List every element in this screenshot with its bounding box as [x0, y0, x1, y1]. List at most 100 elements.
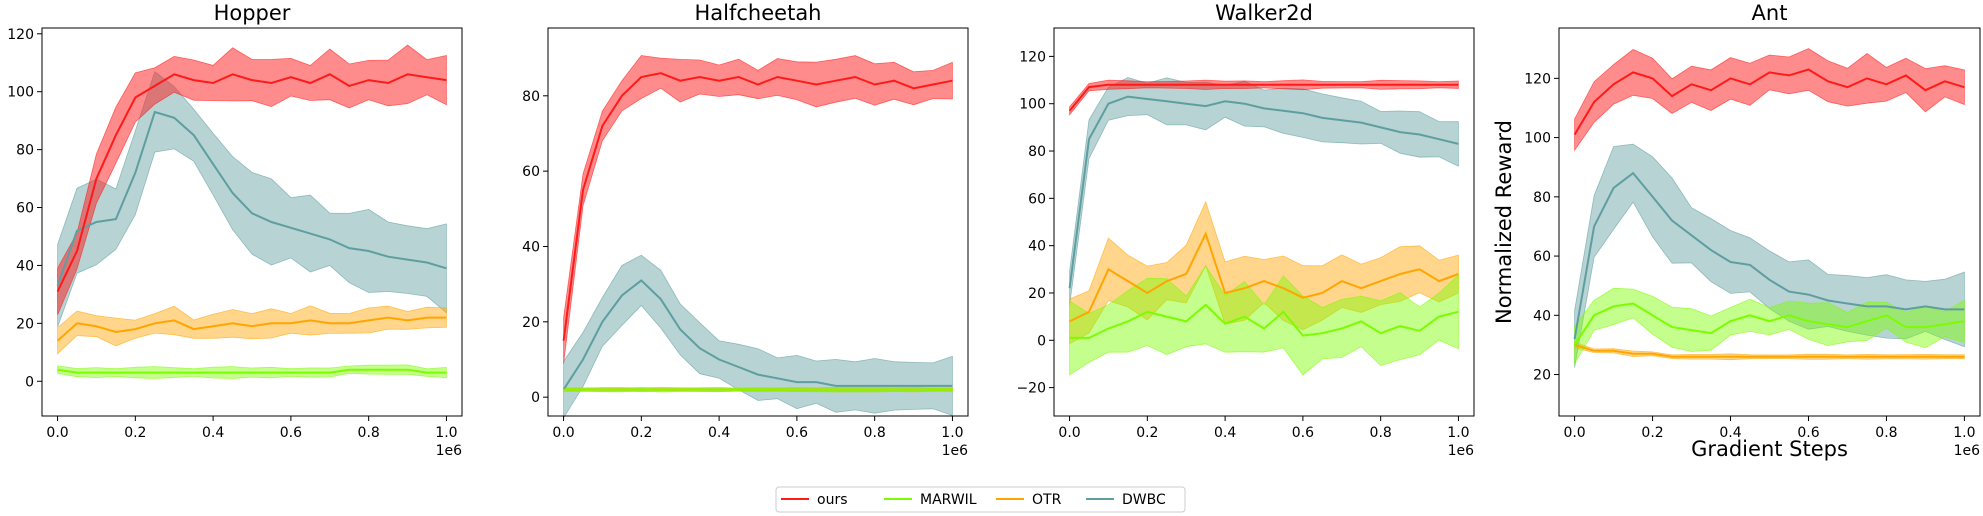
bands-layer	[57, 44, 447, 379]
lines-layer	[562, 72, 953, 391]
y-tick-label: 40	[16, 258, 34, 274]
plot-frame	[547, 27, 969, 417]
x-scale-label: 1e6	[436, 443, 463, 459]
series-line-marwil	[1573, 302, 1965, 346]
x-tick-label: 0.4	[202, 425, 224, 441]
y-tick-label: 60	[16, 201, 34, 217]
y-tick-label: 20	[1533, 368, 1551, 384]
y-tick-label: 120	[1019, 49, 1046, 65]
series-line-marwil	[57, 368, 447, 374]
x-scale-label: 1e6	[1448, 443, 1475, 459]
series-line-ours	[562, 72, 953, 341]
x-tick-label: 0.8	[864, 425, 886, 441]
band-dwbc	[563, 254, 953, 420]
series-line-ours	[1068, 83, 1459, 112]
x-axis-label: Gradient Steps	[1691, 437, 1848, 461]
y-tick-label: 20	[16, 316, 34, 332]
chart-panel-4: Ant 0.0 0.2 0.4 0.6 0.8 1.0 1e6 20 40 60 80 100 120 Gr…	[1492, 1, 1981, 461]
x-tick-label: 0.0	[1563, 425, 1585, 441]
y-tick-label: 80	[1533, 190, 1551, 206]
y-tick-label: 100	[7, 85, 34, 101]
y-tick-label: 60	[522, 164, 540, 180]
chart-title: Walker2d	[1215, 1, 1313, 25]
lines-layer	[1068, 83, 1459, 339]
chart-title: Hopper	[214, 1, 291, 25]
x-tick-label: 0.6	[786, 425, 808, 441]
x-tick-label: 0.4	[1214, 425, 1236, 441]
chart-panel-1: Hopper 0.0 0.2 0.4 0.6 0.8 1.0 1e6 0 20 40 60 80 100 1…	[7, 1, 463, 459]
band-ours	[563, 55, 953, 364]
y-tick-label: 40	[1533, 308, 1551, 324]
series-line-otr	[1069, 231, 1459, 323]
series-line-ours	[56, 73, 447, 292]
band-dwbc	[1574, 143, 1965, 368]
y-tick-label: 60	[1533, 249, 1551, 265]
x-tick-label: 0.6	[1797, 425, 1819, 441]
x-tick-label: 1.0	[435, 425, 457, 441]
x-tick-label: 0.4	[1719, 425, 1741, 441]
x-tick-label: 0.8	[1370, 425, 1392, 441]
y-tick-label: 0	[25, 374, 34, 390]
bands-layer	[1574, 48, 1965, 368]
x-tick-label: 0.2	[630, 425, 652, 441]
bands-layer	[563, 55, 953, 420]
y-tick-label: 120	[7, 27, 34, 43]
y-tick-label: 0	[1037, 333, 1046, 349]
y-tick-label: 40	[1028, 239, 1046, 255]
y-tick-label: 80	[16, 143, 34, 159]
band-ours	[57, 44, 447, 315]
x-tick-label: 1.0	[1953, 425, 1975, 441]
plot-frame	[1053, 27, 1475, 417]
series-line-dwbc	[1573, 171, 1965, 340]
x-tick-label: 0.0	[552, 425, 574, 441]
y-tick-label: 80	[1028, 144, 1046, 160]
legend: ours MARWIL OTR DWBC	[775, 486, 1186, 513]
series-line-otr	[1574, 343, 1965, 358]
band-otr	[57, 305, 447, 355]
y-tick-label: 120	[1524, 71, 1551, 87]
plot-frame	[1558, 27, 1981, 417]
series-line-dwbc	[562, 279, 953, 391]
y-tick-label: 20	[522, 315, 540, 331]
series-line-ours	[1573, 68, 1965, 136]
legend-label-otr: OTR	[1032, 492, 1062, 508]
y-tick-label: 20	[1028, 286, 1046, 302]
legend-label-marwil: MARWIL	[920, 492, 977, 508]
x-tick-label: 1.0	[1447, 425, 1469, 441]
x-tick-label: 0.4	[708, 425, 730, 441]
x-tick-label: 0.0	[1058, 425, 1080, 441]
x-scale-label: 1e6	[942, 443, 969, 459]
x-tick-label: 1.0	[941, 425, 963, 441]
bands-layer	[1069, 77, 1459, 376]
chart-panel-3: Walker2d 0.0 0.2 0.4 0.6 0.8 1.0 1e6 −20 0 20 40 60 8…	[1016, 1, 1475, 459]
y-tick-label: 40	[522, 239, 540, 255]
panels: Hopper 0.0 0.2 0.4 0.6 0.8 1.0 1e6 0 20 40 60 80 100 1…	[7, 1, 1981, 461]
plot-frame	[41, 27, 463, 417]
legend-label-dwbc: DWBC	[1122, 492, 1166, 508]
chart-title: Ant	[1752, 1, 1788, 25]
series-line-dwbc	[56, 110, 447, 287]
chart-panel-2: Halfcheetah 0.0 0.2 0.4 0.6 0.8 1.0 1e6 0 20 40 60 8…	[522, 1, 969, 459]
y-tick-label: 80	[522, 89, 540, 105]
legend-frame	[775, 486, 1186, 513]
x-tick-label: 0.0	[46, 425, 68, 441]
y-tick-label: 100	[1019, 97, 1046, 113]
series-line-marwil	[1069, 303, 1459, 339]
x-tick-label: 0.6	[1292, 425, 1314, 441]
band-marwil	[1069, 265, 1459, 376]
x-tick-label: 0.8	[358, 425, 380, 441]
y-tick-label: 100	[1524, 131, 1551, 147]
y-tick-label: −20	[1016, 381, 1046, 397]
band-otr	[1574, 341, 1965, 361]
band-ours	[1574, 48, 1965, 152]
x-tick-label: 0.2	[124, 425, 146, 441]
y-axis-label: Normalized Reward	[1492, 120, 1516, 324]
x-tick-label: 0.8	[1875, 425, 1897, 441]
lines-layer	[1573, 68, 1965, 358]
series-line-otr	[56, 316, 447, 342]
legend-label-ours: ours	[817, 492, 848, 508]
x-tick-label: 0.6	[280, 425, 302, 441]
band-ours	[1069, 79, 1459, 117]
y-tick-label: 60	[1028, 191, 1046, 207]
